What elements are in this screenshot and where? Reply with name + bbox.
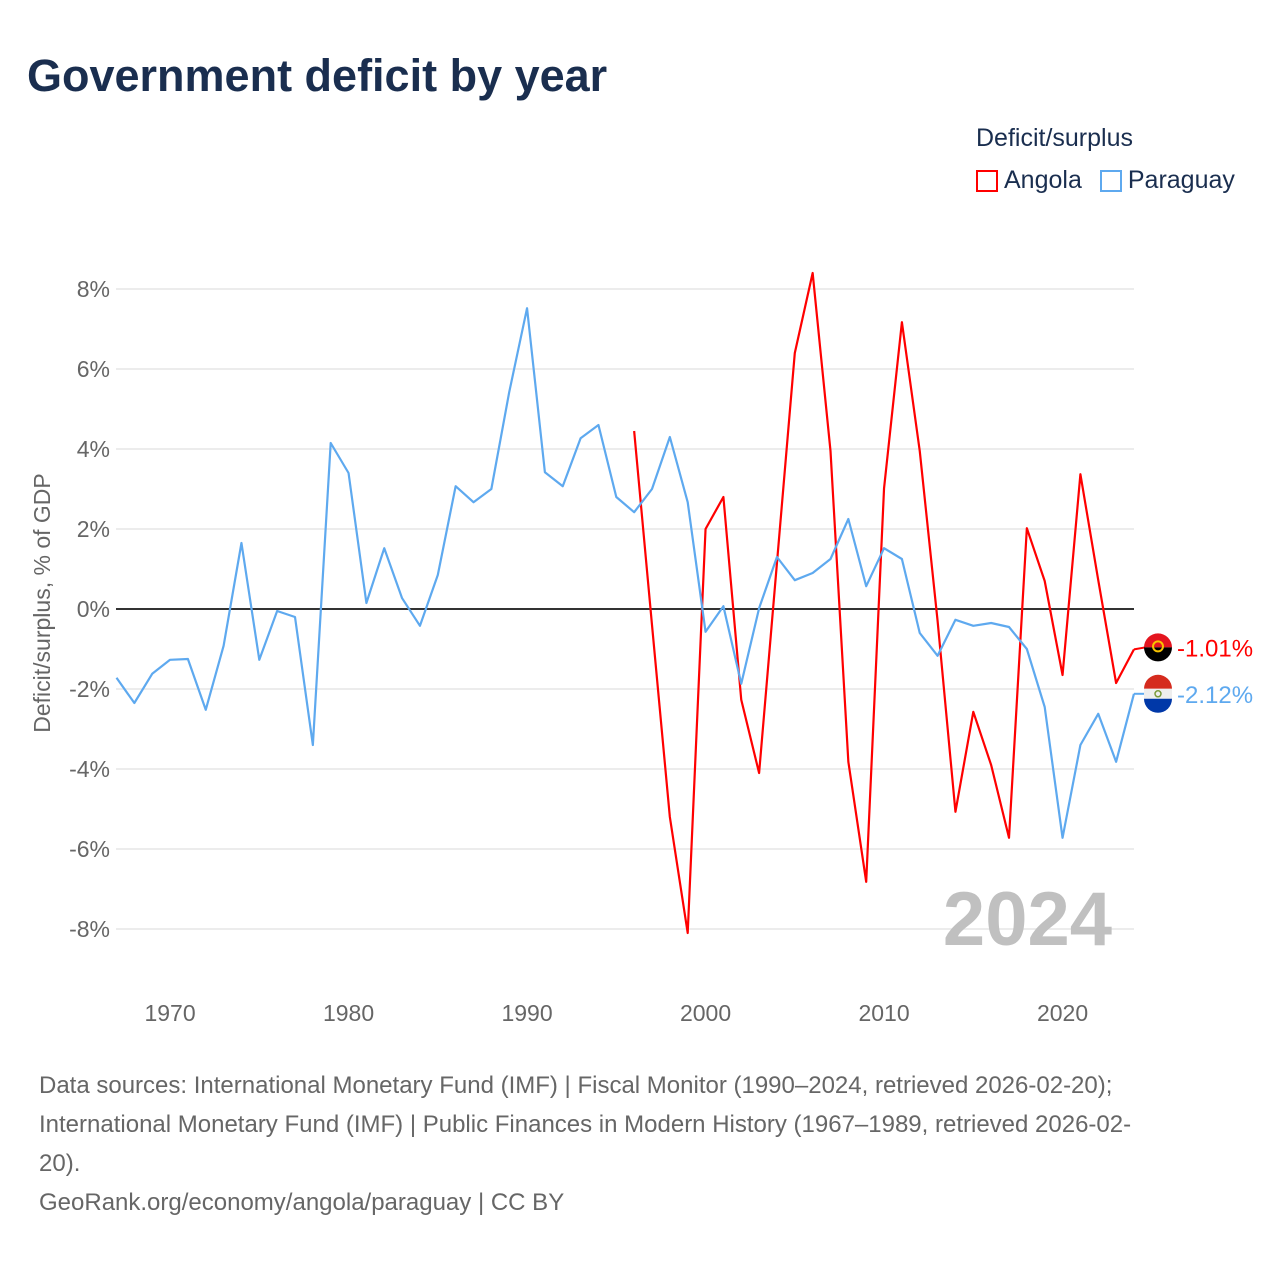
paraguay-flag-icon xyxy=(1144,698,1172,713)
paraguay-flag-icon xyxy=(1144,674,1172,689)
y-tick-label: 2% xyxy=(77,516,110,542)
series-line-paraguay xyxy=(115,307,1136,839)
legend-item-angola[interactable]: Angola xyxy=(976,166,1082,195)
y-tick-label: 6% xyxy=(77,356,110,382)
legend: Angola Paraguay xyxy=(976,166,1235,195)
year-watermark: 2024 xyxy=(943,877,1112,962)
x-tick-label: 1990 xyxy=(501,1000,552,1026)
end-value-label: -2.12% xyxy=(1177,682,1253,709)
series-line-angola xyxy=(633,271,1135,935)
x-tick-label: 2020 xyxy=(1037,1000,1088,1026)
y-tick-label: -8% xyxy=(69,916,110,942)
angola-flag-icon xyxy=(1144,647,1172,662)
legend-title: Deficit/surplus xyxy=(976,124,1133,152)
label-connector xyxy=(1133,646,1146,651)
x-tick-label: 2000 xyxy=(680,1000,731,1026)
y-tick-label: -2% xyxy=(69,676,110,702)
legend-item-paraguay[interactable]: Paraguay xyxy=(1099,166,1235,195)
x-tick-label: 1970 xyxy=(144,1000,195,1026)
y-tick-label: -4% xyxy=(69,756,110,782)
paraguay-flag-icon xyxy=(1144,688,1172,699)
legend-swatch xyxy=(976,169,998,192)
end-value-label: -1.01% xyxy=(1177,635,1253,662)
y-tick-label: 4% xyxy=(77,436,110,462)
legend-swatch xyxy=(1099,169,1122,192)
x-tick-label: 1980 xyxy=(323,1000,374,1026)
x-tick-label: 2010 xyxy=(858,1000,909,1026)
y-axis-label: Deficit/surplus, % of GDP xyxy=(29,473,55,732)
y-tick-label: 0% xyxy=(77,596,110,622)
source-line: Data sources: International Monetary Fun… xyxy=(39,1072,1113,1099)
legend-label: Angola xyxy=(1004,166,1082,194)
legend-label: Paraguay xyxy=(1127,166,1235,194)
source-line: 20). xyxy=(39,1150,81,1177)
y-tick-label: -6% xyxy=(69,836,110,862)
source-line: International Monetary Fund (IMF) | Publ… xyxy=(39,1111,1132,1138)
source-credit[interactable]: GeoRank.org/economy/angola/paraguay | CC… xyxy=(39,1189,565,1216)
sources: Data sources: International Monetary Fun… xyxy=(39,1066,1239,1222)
angola-emblem-icon xyxy=(1152,640,1164,653)
y-tick-label: 8% xyxy=(77,276,110,302)
paraguay-emblem-icon xyxy=(1154,690,1162,698)
chart-title: Government deficit by year xyxy=(27,50,608,101)
